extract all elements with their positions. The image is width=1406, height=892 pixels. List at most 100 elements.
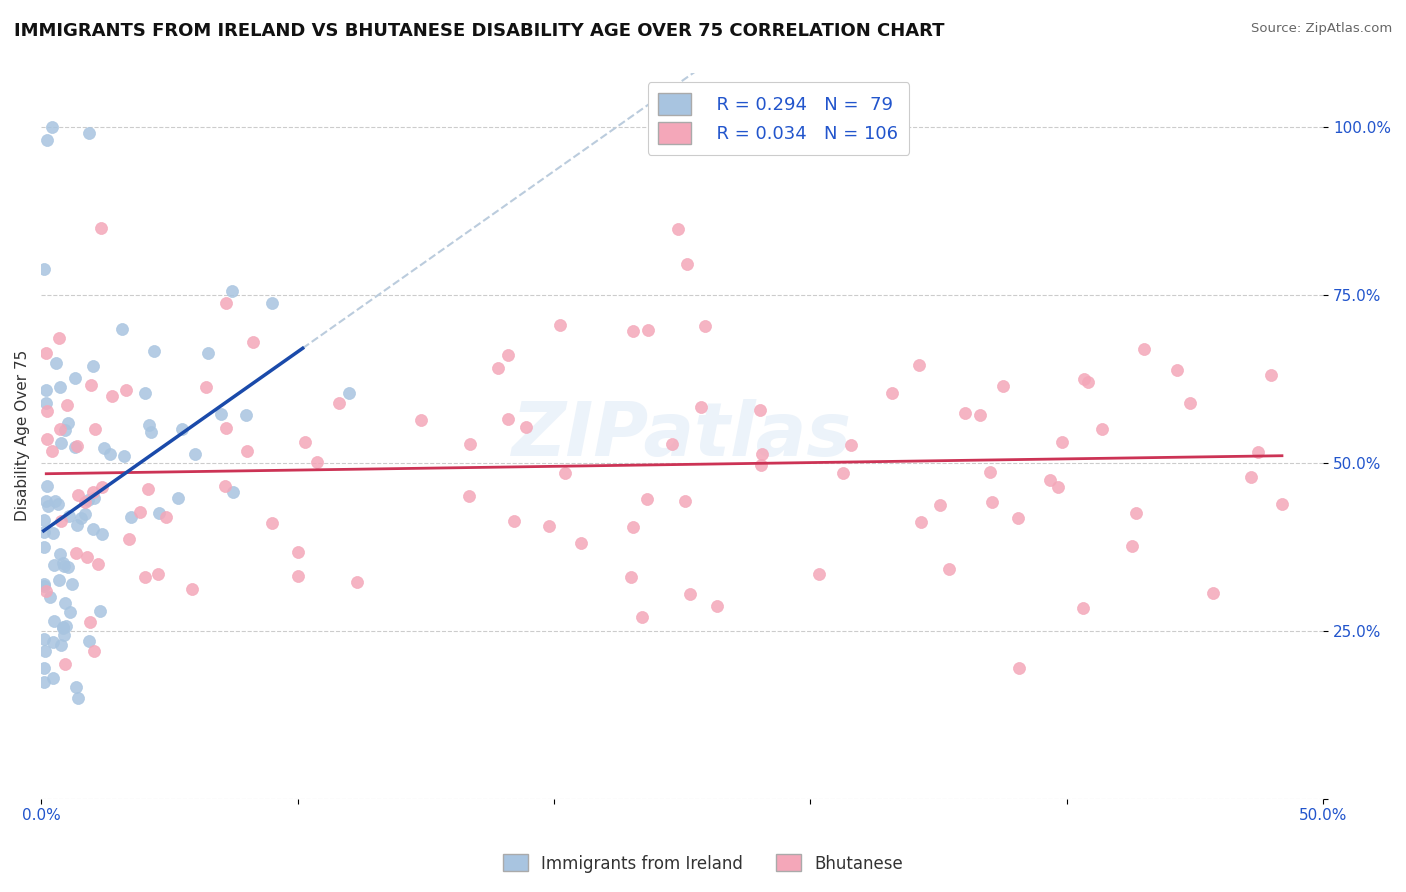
Point — [59, 605, 82, 619]
Point — [53, 558, 76, 573]
Point — [115, 383, 138, 397]
Point — [39, 590, 62, 604]
Point — [143, 343, 166, 358]
Point — [148, 506, 170, 520]
Point — [37, 500, 59, 514]
Point — [134, 569, 156, 583]
Point — [242, 334, 264, 349]
Point — [48, 422, 70, 436]
Point — [1260, 368, 1282, 383]
Point — [1050, 434, 1073, 449]
Point — [56, 560, 79, 574]
Point — [129, 504, 152, 518]
Point — [63, 440, 86, 454]
Point — [236, 443, 259, 458]
Point — [82, 522, 104, 536]
Point — [1046, 480, 1069, 494]
Point — [679, 587, 702, 601]
Point — [180, 582, 202, 597]
Point — [117, 532, 139, 546]
Point — [458, 489, 481, 503]
Point — [287, 545, 309, 559]
Point — [53, 596, 76, 610]
Point — [1071, 601, 1094, 615]
Point — [82, 484, 104, 499]
Point — [53, 657, 76, 672]
Point — [221, 284, 243, 298]
Point — [55, 423, 77, 437]
Point — [32, 513, 55, 527]
Point — [56, 416, 79, 430]
Point — [197, 346, 219, 360]
Point — [214, 478, 236, 492]
Point — [548, 318, 571, 332]
Point — [42, 614, 65, 628]
Legend:   R = 0.294   N =  79,   R = 0.034   N = 106: R = 0.294 N = 79, R = 0.034 N = 106 — [648, 82, 910, 155]
Point — [65, 546, 87, 560]
Point — [52, 556, 75, 570]
Point — [66, 518, 89, 533]
Point — [569, 536, 592, 550]
Point — [260, 296, 283, 310]
Text: ZIPatlas: ZIPatlas — [512, 400, 852, 473]
Point — [1125, 506, 1147, 520]
Point — [136, 483, 159, 497]
Point — [621, 325, 644, 339]
Point — [66, 487, 89, 501]
Point — [56, 399, 79, 413]
Point — [307, 455, 329, 469]
Point — [79, 127, 101, 141]
Point — [991, 379, 1014, 393]
Point — [1073, 372, 1095, 386]
Point — [52, 628, 75, 642]
Point — [620, 570, 643, 584]
Point — [515, 419, 537, 434]
Point — [120, 509, 142, 524]
Point — [35, 584, 58, 599]
Point — [112, 449, 135, 463]
Point — [58, 509, 80, 524]
Point — [1180, 396, 1202, 410]
Point — [1077, 375, 1099, 389]
Point — [673, 493, 696, 508]
Point — [537, 518, 560, 533]
Point — [831, 466, 853, 480]
Point — [486, 361, 509, 376]
Text: IMMIGRANTS FROM IRELAND VS BHUTANESE DISABILITY AGE OVER 75 CORRELATION CHART: IMMIGRANTS FROM IRELAND VS BHUTANESE DIS… — [14, 22, 945, 40]
Point — [235, 408, 257, 422]
Point — [75, 495, 97, 509]
Point — [44, 494, 66, 508]
Point — [41, 443, 63, 458]
Point — [631, 610, 654, 624]
Point — [93, 441, 115, 455]
Point — [621, 519, 644, 533]
Point — [260, 516, 283, 531]
Point — [35, 432, 58, 446]
Point — [496, 412, 519, 426]
Point — [1240, 470, 1263, 484]
Point — [222, 485, 245, 500]
Point — [83, 422, 105, 436]
Point — [981, 494, 1004, 508]
Point — [184, 447, 207, 461]
Point — [661, 436, 683, 450]
Point — [82, 359, 104, 373]
Point — [32, 674, 55, 689]
Point — [749, 458, 772, 472]
Point — [1166, 363, 1188, 377]
Point — [215, 421, 238, 435]
Point — [676, 257, 699, 271]
Point — [35, 493, 58, 508]
Point — [214, 296, 236, 310]
Point — [32, 540, 55, 554]
Point — [90, 220, 112, 235]
Point — [346, 575, 368, 590]
Point — [42, 671, 65, 685]
Point — [37, 133, 59, 147]
Point — [287, 569, 309, 583]
Point — [44, 558, 66, 572]
Point — [172, 422, 194, 436]
Point — [73, 507, 96, 521]
Point — [70, 510, 93, 524]
Point — [49, 435, 72, 450]
